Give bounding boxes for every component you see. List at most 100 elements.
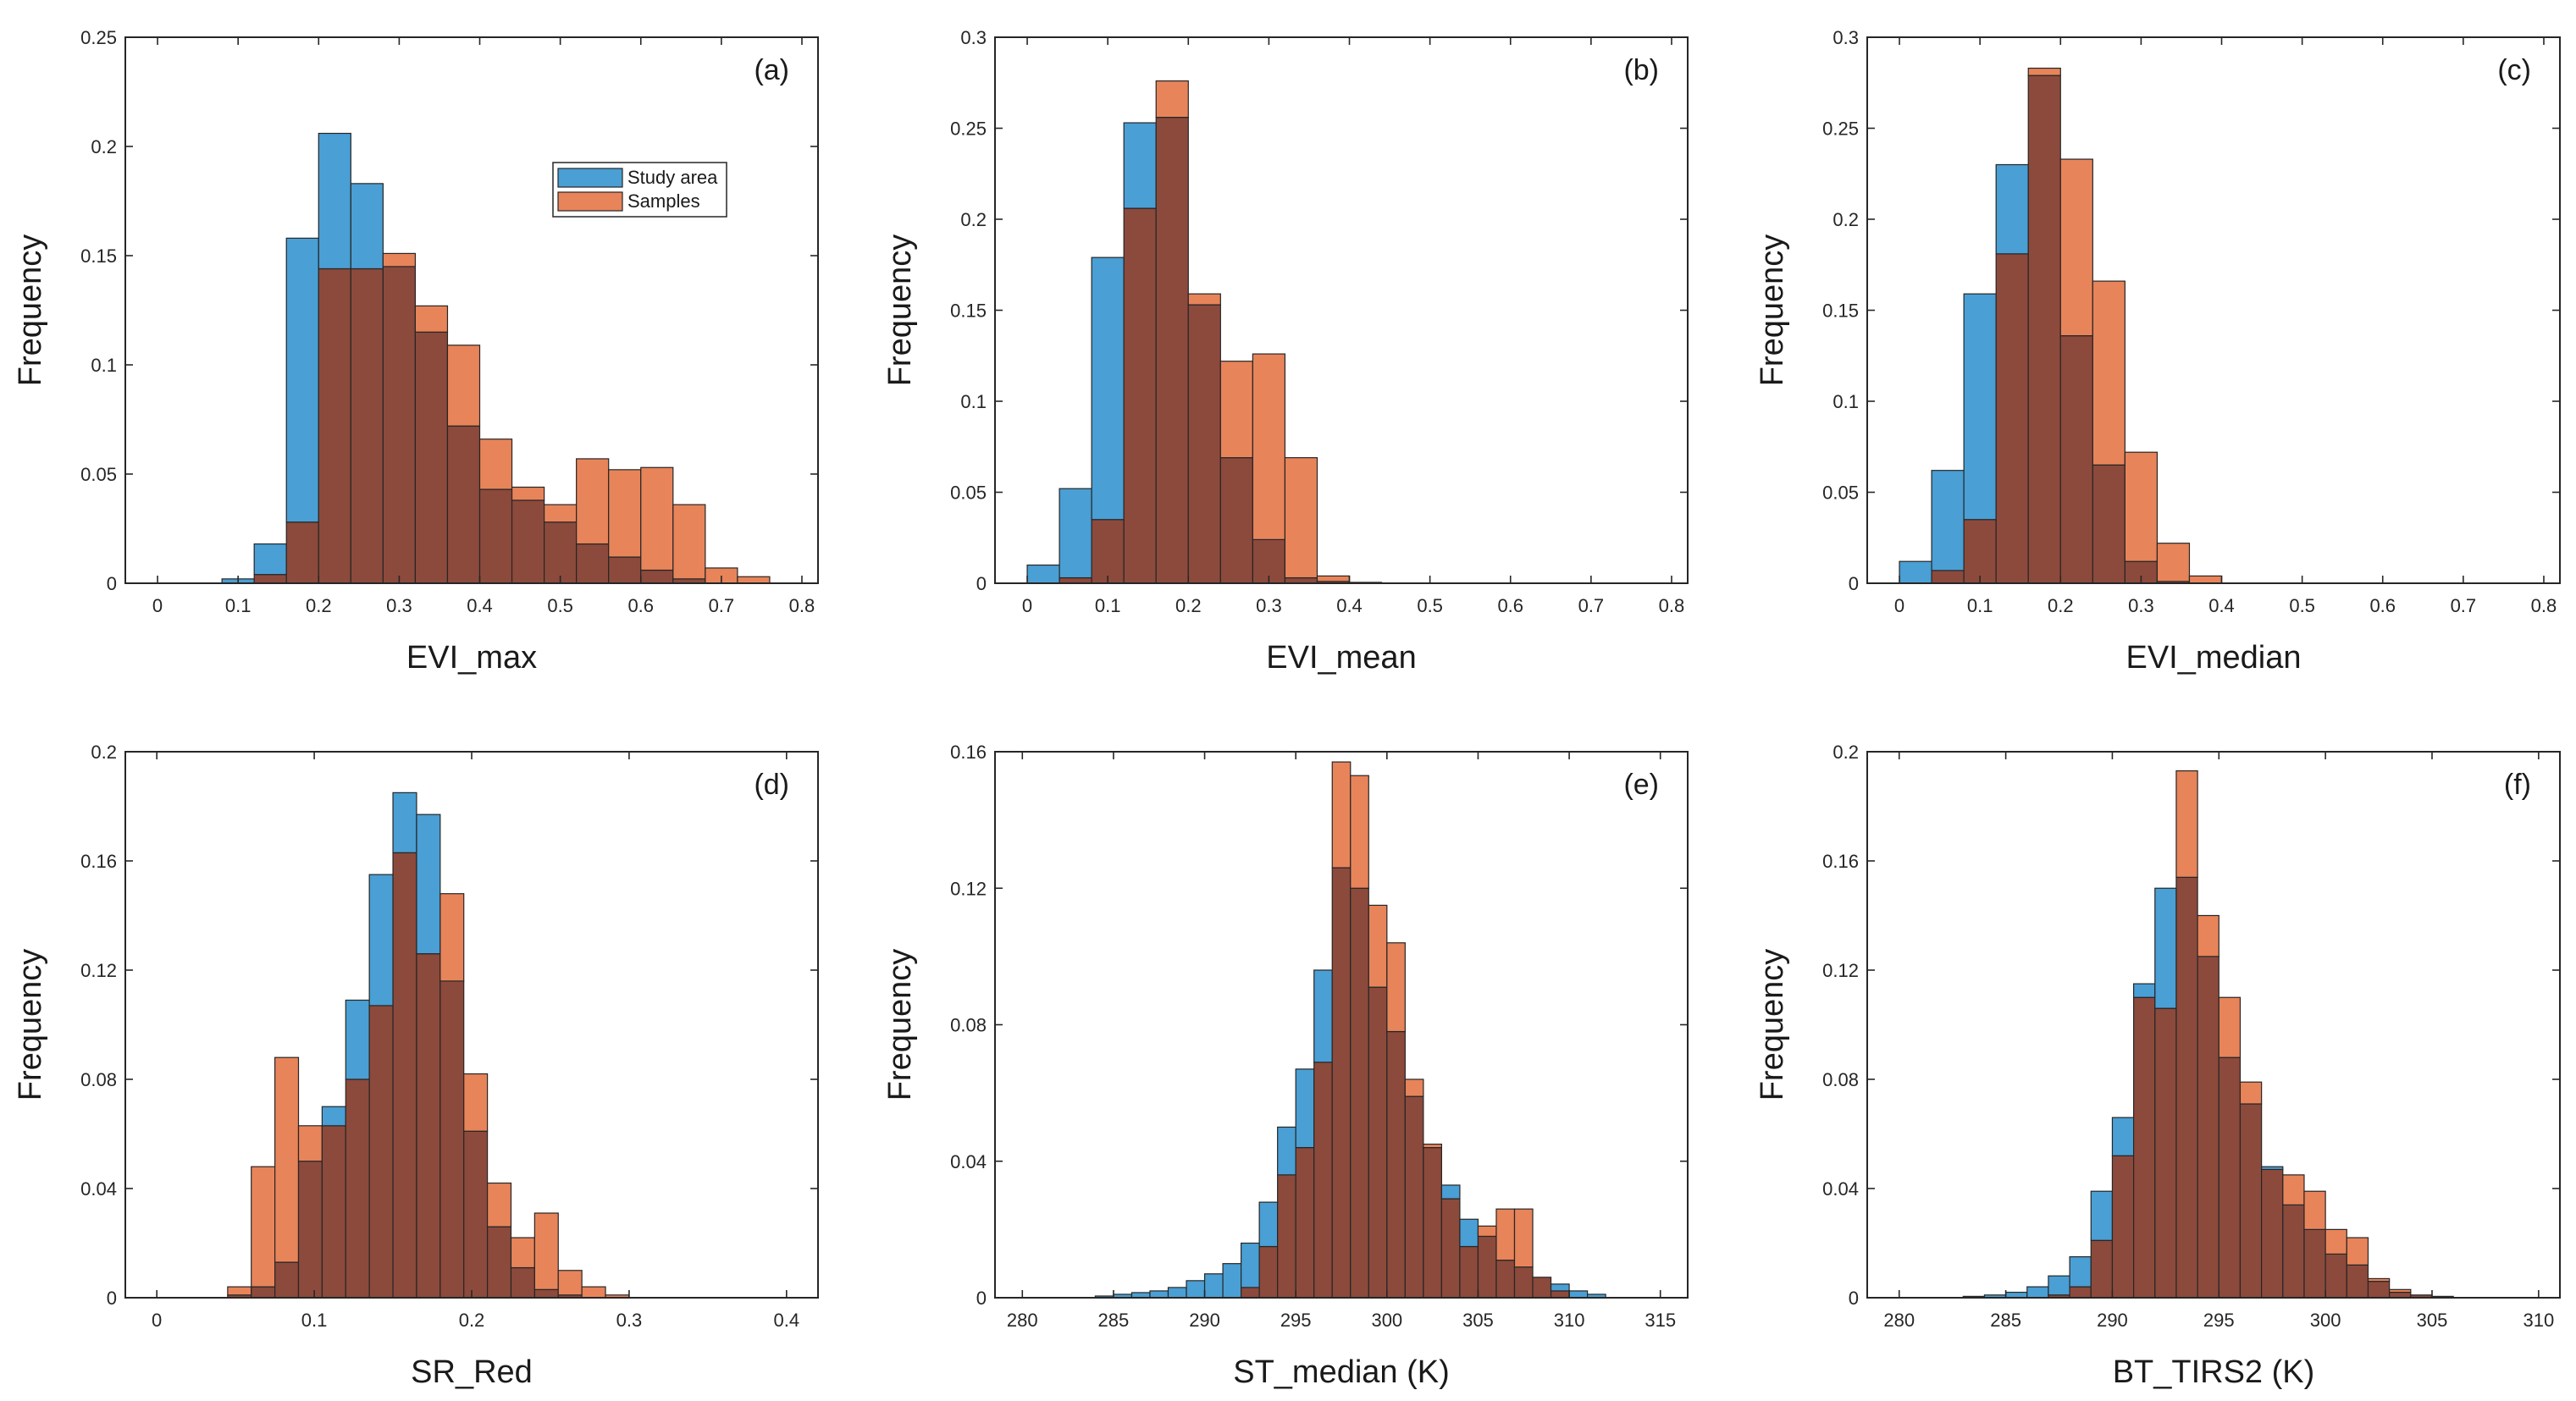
overlap-bar xyxy=(1123,207,1157,584)
samples-bar xyxy=(511,486,545,501)
x-tick-label: 0.4 xyxy=(1336,595,1363,616)
legend-swatch xyxy=(557,191,623,212)
overlap-bar xyxy=(1313,1062,1333,1299)
panel-tag: (b) xyxy=(1623,54,1659,86)
samples-bar xyxy=(1331,761,1352,869)
panel-tag: (f) xyxy=(2504,769,2531,801)
overlap-bar xyxy=(1963,519,1997,584)
y-tick-label: 0.15 xyxy=(950,301,987,322)
samples-bar xyxy=(2197,914,2219,957)
study-area-bar xyxy=(2261,1166,2284,1171)
samples-bar xyxy=(1386,942,1406,1033)
overlap-bar xyxy=(1241,1287,1260,1299)
overlap-bar xyxy=(350,268,384,584)
overlap-bar xyxy=(416,953,441,1299)
study-area-bar xyxy=(2090,1190,2114,1241)
x-tick-label: 0.1 xyxy=(301,1310,328,1331)
overlap-bar xyxy=(318,268,351,584)
samples-bar xyxy=(2218,996,2242,1058)
legend-entry-label: Study area xyxy=(627,167,718,188)
samples-bar xyxy=(2303,1190,2326,1230)
x-tick-label: 0.1 xyxy=(1095,595,1121,616)
samples-bar xyxy=(2124,451,2159,562)
overlap-bar xyxy=(1187,304,1221,584)
study-area-bar xyxy=(1568,1290,1589,1299)
x-tick-label: 0.3 xyxy=(1256,595,1282,616)
x-tick-label: 0 xyxy=(152,1310,162,1331)
overlap-bar xyxy=(2092,464,2125,584)
study-area-bar xyxy=(1258,1201,1279,1248)
histogram-panel-1: 0 0.1 0.2 0.3 0.4 0.5 0.6 0.7 0.8 0 0.05 0.1 0.15 0.2… xyxy=(13,27,819,676)
samples-bar xyxy=(1252,353,1286,541)
x-tick-label: 280 xyxy=(1007,1310,1038,1331)
y-axis-label: Frequency xyxy=(882,234,918,387)
x-tick-label: 310 xyxy=(1554,1310,1585,1331)
panel-tag: (e) xyxy=(1623,769,1659,801)
overlap-bar xyxy=(544,521,578,584)
x-tick-label: 280 xyxy=(1883,1310,1915,1331)
y-tick-label: 0 xyxy=(107,573,117,594)
panel-tag: (c) xyxy=(2497,54,2531,86)
study-area-bar xyxy=(1277,1126,1296,1176)
x-tick-label: 0.6 xyxy=(2369,595,2396,616)
y-axis-label: Frequency xyxy=(13,949,48,1101)
overlap-bar xyxy=(640,569,674,584)
overlap-bar xyxy=(382,266,417,584)
y-tick-label: 0.08 xyxy=(80,1069,117,1090)
overlap-bar xyxy=(1495,1260,1516,1299)
overlap-bar xyxy=(486,1226,512,1299)
overlap-bar xyxy=(1404,1095,1424,1299)
samples-bar xyxy=(1495,1208,1516,1261)
x-tick-label: 0.3 xyxy=(616,1310,643,1331)
x-tick-label: 295 xyxy=(1280,1310,1312,1331)
x-tick-label: 0 xyxy=(1022,595,1032,616)
x-tick-label: 0.4 xyxy=(467,595,493,616)
overlap-bar xyxy=(1477,1235,1497,1299)
overlap-bar xyxy=(2197,956,2219,1299)
x-tick-label: 0.1 xyxy=(1967,595,1993,616)
y-tick-label: 0.04 xyxy=(1822,1178,1859,1200)
overlap-bar xyxy=(2346,1264,2369,1299)
legend-swatch xyxy=(557,168,623,188)
study-area-bar xyxy=(1550,1283,1570,1292)
x-tick-label: 290 xyxy=(1189,1310,1220,1331)
bars xyxy=(221,132,771,584)
samples-bar xyxy=(2092,280,2125,466)
overlap-bar xyxy=(1532,1277,1552,1299)
x-tick-label: 305 xyxy=(2417,1310,2448,1331)
overlap-bar xyxy=(251,1286,276,1299)
overlap-bar xyxy=(2069,1286,2092,1299)
study-area-bar xyxy=(1059,488,1092,579)
overlap-bar xyxy=(368,1005,394,1299)
y-tick-label: 0.3 xyxy=(1832,27,1859,48)
x-tick-label: 295 xyxy=(2203,1310,2235,1331)
study-area-bar xyxy=(368,874,394,1007)
samples-bar xyxy=(608,469,642,558)
y-tick-label: 0.04 xyxy=(80,1178,117,1200)
samples-bar xyxy=(1219,361,1253,459)
samples-bar xyxy=(1155,80,1189,119)
y-tick-label: 0.12 xyxy=(950,878,987,899)
x-axis-label: BT_TIRS2 (K) xyxy=(2113,1354,2315,1390)
samples-bar xyxy=(1187,293,1221,306)
samples-bar xyxy=(2027,67,2061,76)
panel-tag: (d) xyxy=(754,769,789,801)
study-area-bar xyxy=(321,1106,346,1127)
x-tick-label: 0.2 xyxy=(459,1310,485,1331)
x-tick-label: 0.6 xyxy=(1497,595,1523,616)
samples-bar xyxy=(1284,457,1318,579)
x-axis-label: EVI_median xyxy=(2125,640,2301,676)
overlap-bar xyxy=(414,331,449,584)
x-tick-label: 300 xyxy=(1371,1310,1402,1331)
study-area-bar xyxy=(350,183,384,270)
y-axis-label: Frequency xyxy=(13,234,48,387)
study-area-bar xyxy=(1186,1280,1206,1299)
samples-bar xyxy=(640,466,674,571)
overlap-bar xyxy=(253,574,287,584)
x-tick-label: 285 xyxy=(1990,1310,2021,1331)
y-tick-label: 0 xyxy=(107,1288,117,1309)
x-tick-label: 0.3 xyxy=(386,595,412,616)
x-tick-label: 0.2 xyxy=(2048,595,2074,616)
overlap-bar xyxy=(2282,1204,2305,1299)
samples-bar xyxy=(227,1286,252,1296)
